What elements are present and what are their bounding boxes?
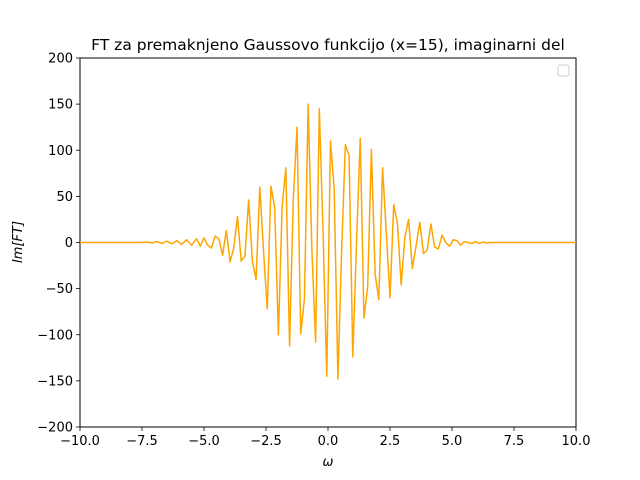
x-tick-label: −5.0 bbox=[188, 434, 220, 449]
x-tick-label: −7.5 bbox=[126, 434, 158, 449]
y-tick-label: −150 bbox=[37, 374, 73, 389]
y-tick-label: 0 bbox=[65, 236, 73, 251]
y-axis-label: Im[FT] bbox=[11, 221, 26, 263]
chart-title: FT za premaknjeno Gaussovo funkcijo (x=1… bbox=[91, 36, 565, 54]
x-tick-label: 2.5 bbox=[380, 434, 401, 449]
x-tick-label: 10.0 bbox=[562, 434, 591, 449]
y-tick-label: 100 bbox=[48, 144, 73, 159]
y-tick-label: −100 bbox=[37, 328, 73, 343]
y-tick-label: 200 bbox=[48, 52, 73, 67]
y-tick-label: 150 bbox=[48, 98, 73, 113]
y-tick-label: −200 bbox=[37, 421, 73, 436]
x-tick-label: −2.5 bbox=[250, 434, 282, 449]
series-group bbox=[80, 103, 576, 380]
x-tick-label: 5.0 bbox=[442, 434, 463, 449]
x-tick-label: 7.5 bbox=[504, 434, 525, 449]
y-tick-label: 50 bbox=[56, 190, 73, 205]
y-axis-ticks: −200 −150 −100 −50 0 50 100 150 200 bbox=[37, 52, 80, 436]
legend-box bbox=[557, 64, 570, 77]
x-tick-label: −10.0 bbox=[60, 434, 100, 449]
x-tick-label: 0.0 bbox=[318, 434, 339, 449]
series-line-0 bbox=[80, 103, 576, 380]
plot-area: −10.0 −7.5 −5.0 −2.5 0.0 2.5 5.0 7.5 10.0 −200−1… bbox=[37, 52, 590, 450]
x-axis-ticks: −10.0 −7.5 −5.0 −2.5 0.0 2.5 5.0 7.5 10.0 bbox=[60, 427, 590, 449]
y-tick-label: −50 bbox=[46, 282, 73, 297]
x-axis-label: ω bbox=[323, 455, 334, 470]
